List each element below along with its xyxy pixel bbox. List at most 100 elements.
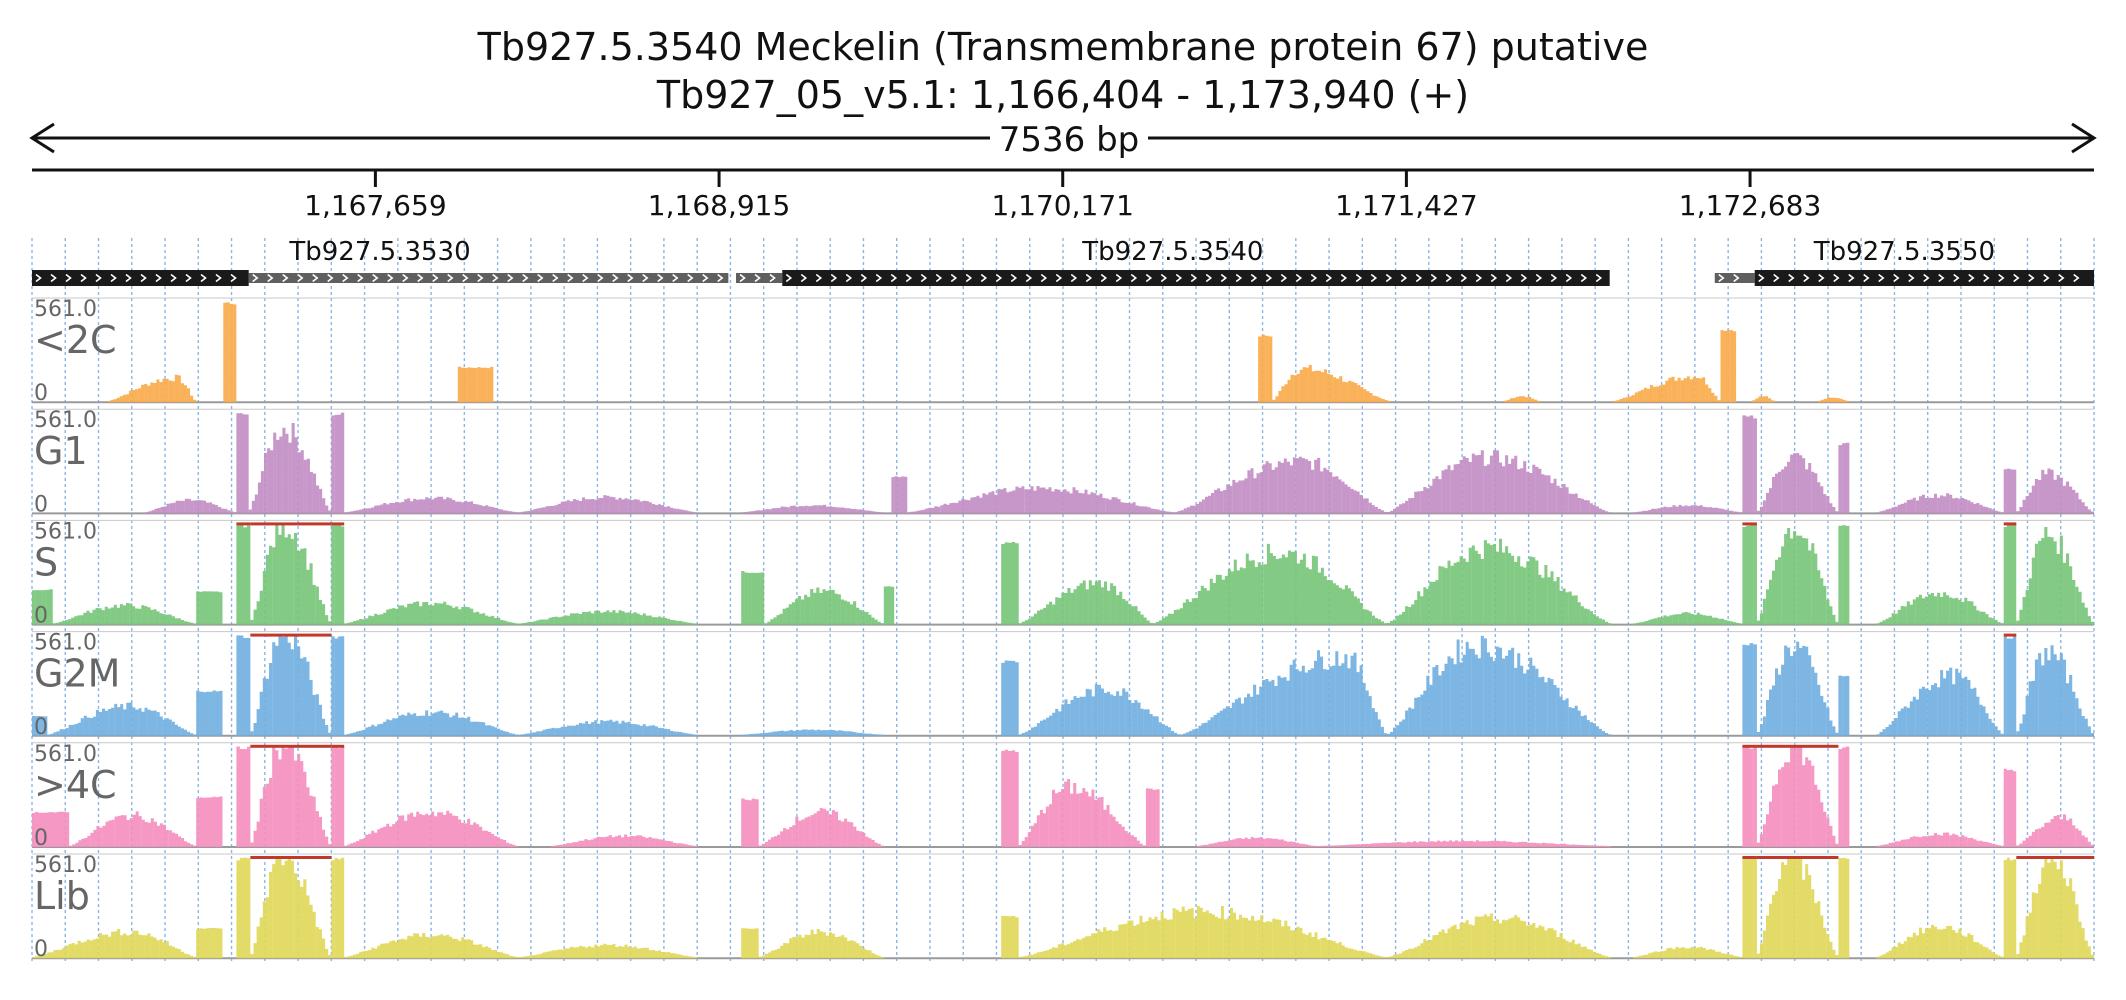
strand-chevron-icon (890, 273, 898, 283)
clip-marker (1756, 744, 1839, 748)
strand-chevron-icon (2043, 273, 2050, 283)
strand-chevron-icon (1250, 273, 1258, 283)
coverage-segment-13 (1196, 837, 1317, 847)
strand-chevron-icon (492, 273, 499, 283)
strand-chevron-icon (35, 273, 42, 283)
strand-chevron-icon (507, 273, 514, 283)
track-name: S (34, 540, 58, 584)
strand-chevron-icon (1848, 273, 1855, 283)
strand-chevron-icon (125, 273, 132, 283)
strand-chevron-icon (567, 273, 574, 283)
coverage-segment-10 (1387, 450, 1612, 514)
coverage-segment-15 (1876, 493, 2004, 514)
strand-chevron-icon (155, 273, 162, 283)
clip-marker (1742, 856, 1757, 859)
strand-chevron-icon (1733, 273, 1740, 283)
strand-chevron-icon (965, 273, 973, 283)
clip-marker (250, 633, 332, 637)
coverage-segment-6 (1613, 376, 1721, 403)
strand-chevron-icon (1145, 273, 1153, 283)
gene-2[interactable]: Tb927.5.3550 (1714, 237, 2094, 286)
gene-1[interactable]: Tb927.5.3540 (736, 237, 1610, 286)
coverage-segment-2 (196, 690, 223, 736)
strand-chevron-icon (1325, 273, 1333, 283)
strand-chevron-icon (140, 273, 147, 283)
clip-marker (2016, 856, 2094, 859)
strand-chevron-icon (1265, 273, 1273, 283)
coverage-segment-16 (1876, 924, 2004, 959)
coverage-segment-13 (1756, 453, 1839, 514)
strand-chevron-icon (1220, 273, 1228, 283)
strand-chevron-icon (1983, 273, 1990, 283)
strand-chevron-icon (800, 273, 808, 283)
coverage-segment-18 (1876, 832, 2004, 847)
strand-chevron-icon (372, 273, 379, 283)
clip-marker (2003, 633, 2017, 637)
coverage-segment-7 (1720, 329, 1737, 403)
strand-chevron-icon (282, 273, 289, 283)
coverage-segment-20 (2016, 814, 2095, 847)
coverage-tracks: 561.00<2C561.00G1561.00S561.00G2M561.00>… (31, 297, 2095, 962)
strand-chevron-icon (1718, 273, 1725, 283)
strand-chevron-icon (2028, 273, 2035, 283)
strand-chevron-icon (612, 273, 619, 283)
gene-0[interactable]: Tb927.5.3530 (32, 237, 729, 286)
gene-cds (1754, 270, 2094, 286)
strand-chevron-icon (1400, 273, 1408, 283)
coverage-segment-15 (1633, 612, 1743, 625)
strand-chevron-icon (1085, 273, 1093, 283)
coverage-segment-7 (550, 834, 698, 847)
coverage-segment-19 (2003, 768, 2017, 847)
strand-chevron-icon (597, 273, 604, 283)
coverage-segment-5 (331, 746, 345, 847)
y-max-label: 561.0 (34, 853, 97, 878)
coverage-segment-7 (891, 476, 908, 514)
coverage-segment-1 (69, 811, 197, 847)
y-min-label: 0 (34, 826, 48, 851)
strand-chevron-icon (1175, 273, 1183, 283)
track-name: >4C (34, 763, 117, 807)
strand-chevron-icon (1430, 273, 1438, 283)
strand-chevron-icon (1505, 273, 1513, 283)
strand-chevron-icon (1878, 273, 1885, 283)
coverage-segment-17 (2003, 857, 2017, 959)
strand-chevron-icon (1475, 273, 1483, 283)
coverage-segment-19 (1876, 592, 2004, 625)
strand-chevron-icon (1055, 273, 1063, 283)
genomic-axis: 1,167,659 1,168,915 1,170,171 1,171,427 1,17… (32, 168, 2094, 222)
y-max-label: 561.0 (34, 519, 97, 544)
chart-location: Tb927_05_v5.1: 1,166,404 - 1,173,940 (+) (656, 73, 1469, 117)
coverage-segment-8 (907, 486, 1175, 514)
strand-chevron-icon (327, 273, 334, 283)
coverage-segment-2 (196, 591, 223, 625)
track-name: <2C (34, 318, 117, 362)
coverage-segment-18 (1838, 525, 1850, 625)
strand-chevron-icon (754, 273, 761, 283)
strand-chevron-icon (185, 273, 192, 283)
coverage-segment-12 (1145, 788, 1160, 847)
coverage-segment-3 (331, 412, 345, 514)
strand-chevron-icon (1803, 273, 1810, 283)
strand-chevron-icon (95, 273, 102, 283)
coverage-segment-18 (2016, 645, 2095, 736)
coverage-segment-9 (1001, 916, 1019, 959)
gene-label: Tb927.5.3540 (1081, 237, 1263, 267)
track-5: 561.0 0 Lib (32, 853, 2095, 962)
coverage-segment-18 (2016, 857, 2095, 959)
x-tick-label-4: 1,172,683 (1679, 189, 1822, 222)
strand-chevron-icon (65, 273, 72, 283)
coverage-segment-4 (250, 523, 332, 625)
coverage-segment-6 (518, 943, 698, 959)
strand-chevron-icon (1415, 273, 1423, 283)
coverage-segment-7 (518, 610, 698, 625)
strand-chevron-icon (672, 273, 679, 283)
y-min-label: 0 (34, 492, 48, 517)
track-1: 561.0 0 G1 (32, 408, 2095, 517)
track-name: G2M (34, 652, 120, 696)
coverage-segment-10 (883, 586, 895, 625)
strand-chevron-icon (1010, 273, 1018, 283)
coverage-segment-2 (457, 366, 494, 403)
coverage-segment-7 (518, 719, 698, 736)
track-0: 561.0 0 <2C (32, 297, 2094, 406)
span-label: 7536 bp (999, 120, 1140, 160)
